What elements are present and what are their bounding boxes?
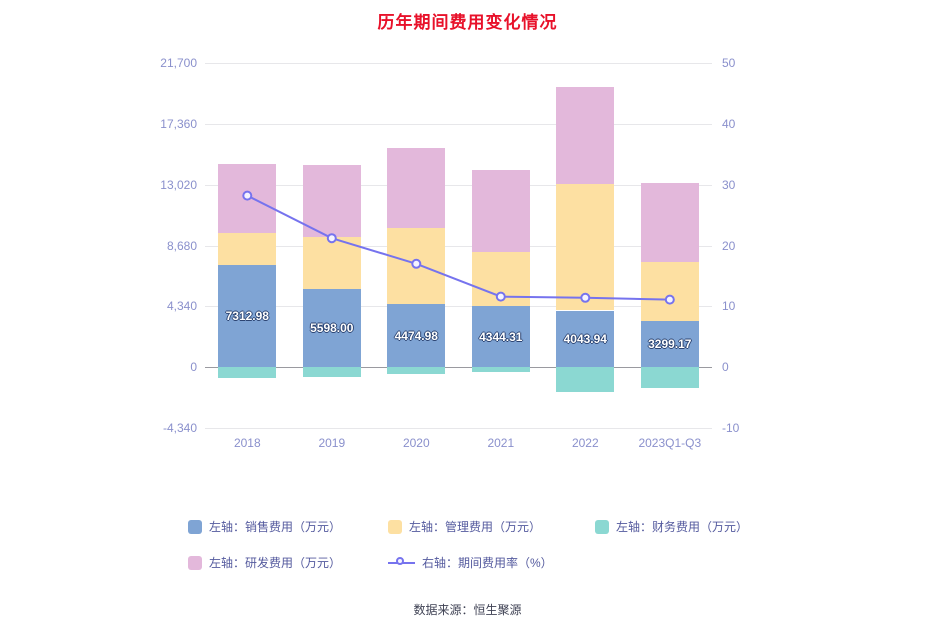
bar-segment-sales: [640, 320, 699, 368]
bar-segment-rnd: [218, 163, 277, 233]
legend-item-rnd[interactable]: 左轴：研发费用（万元）: [188, 554, 388, 571]
bar-segment-management: [302, 236, 361, 289]
left-axis-tick: 0: [190, 360, 197, 375]
zero-line: [205, 367, 712, 369]
x-axis-label: 2019: [318, 436, 346, 450]
bar-segment-finance: [556, 367, 615, 392]
right-axis-tick: -10: [722, 421, 740, 435]
bar-segment-rnd: [302, 164, 361, 237]
legend-item-sales[interactable]: 左轴：销售费用（万元）: [188, 518, 388, 535]
bar-segment-management: [218, 232, 277, 265]
grid-line: [205, 306, 712, 308]
left-axis-tick: 4,340: [166, 299, 197, 314]
legend-label-ratio: 右轴：期间费用率（%）: [422, 556, 553, 570]
bar-segment-management: [640, 261, 699, 321]
x-axis-label: 2023Q1-Q3: [638, 436, 702, 450]
legend-label-rnd: 左轴：研发费用（万元）: [209, 556, 342, 570]
bar-value-label: 3299.17: [648, 337, 692, 351]
bar-value-label: 4474.98: [394, 328, 438, 343]
bar-segment-finance: [218, 367, 277, 378]
legend-label-finance: 左轴：财务费用（万元）: [616, 520, 749, 534]
legend: 左轴：销售费用（万元） 左轴：管理费用（万元） 左轴：财务费用（万元） 左轴：研…: [188, 518, 748, 571]
bar-value-label: 4344.31: [479, 329, 523, 344]
right-axis-tick: 20: [722, 238, 736, 253]
right-axis-tick: 0: [722, 360, 729, 375]
bar-segment-management: [471, 251, 530, 307]
left-axis-tick: 21,700: [160, 56, 197, 70]
x-axis-label: 2021: [487, 436, 515, 450]
legend-item-finance[interactable]: 左轴：财务费用（万元）: [595, 518, 748, 535]
right-axis-tick: 50: [722, 56, 736, 70]
left-axis-tick: 8,680: [166, 238, 197, 253]
sales-swatch-icon: [188, 519, 202, 534]
bar-segment-rnd: [471, 169, 530, 252]
grid-line: [205, 184, 712, 186]
right-axis-tick: 10: [722, 299, 736, 314]
bar-value-label: 5598.00: [310, 320, 354, 335]
rnd-swatch-icon: [188, 555, 202, 570]
bar-segment-sales: [556, 310, 615, 368]
legend-label-sales: 左轴：销售费用（万元）: [209, 520, 342, 534]
bar-segment-rnd: [640, 182, 699, 262]
bar-segment-rnd: [387, 148, 446, 228]
bar-value-label: 7312.98: [225, 308, 269, 323]
legend-item-management[interactable]: 左轴：管理费用（万元）: [388, 518, 595, 535]
grid-line: [205, 123, 712, 125]
right-axis-tick: 40: [722, 116, 736, 131]
bar-segment-sales: [387, 304, 446, 368]
x-axis-label: 2022: [571, 436, 599, 450]
chart-title: 历年期间费用变化情况: [377, 13, 558, 32]
grid-line: [205, 63, 712, 64]
bar-segment-management: [556, 183, 615, 311]
right-axis-tick: 30: [722, 177, 736, 192]
bar-segment-rnd: [556, 87, 615, 184]
legend-item-ratio[interactable]: 右轴：期间费用率（%）: [388, 554, 595, 571]
legend-label-management: 左轴：管理费用（万元）: [409, 520, 542, 534]
bar-segment-finance: [471, 367, 530, 372]
bar-segment-finance: [387, 367, 446, 374]
bar-segment-sales: [471, 306, 530, 368]
left-axis-tick: 17,360: [160, 116, 197, 131]
bar-segment-finance: [640, 367, 699, 388]
bar-value-label: 4043.94: [563, 331, 607, 346]
left-axis-tick: 13,020: [160, 177, 197, 192]
finance-swatch-icon: [595, 519, 609, 534]
data-source: 数据来源：恒生聚源: [413, 603, 522, 617]
grid-line: [205, 245, 712, 247]
bar-segment-finance: [302, 367, 361, 377]
left-axis-tick: -4,340: [162, 421, 197, 435]
x-axis-label: 2020: [402, 436, 430, 450]
bar-segment-sales: [302, 288, 361, 368]
bar-segment-management: [387, 227, 446, 305]
ratio-line-swatch-icon: [388, 556, 415, 570]
grid-line: [205, 428, 712, 429]
management-swatch-icon: [388, 519, 402, 534]
x-axis-label: 2018: [233, 436, 261, 450]
